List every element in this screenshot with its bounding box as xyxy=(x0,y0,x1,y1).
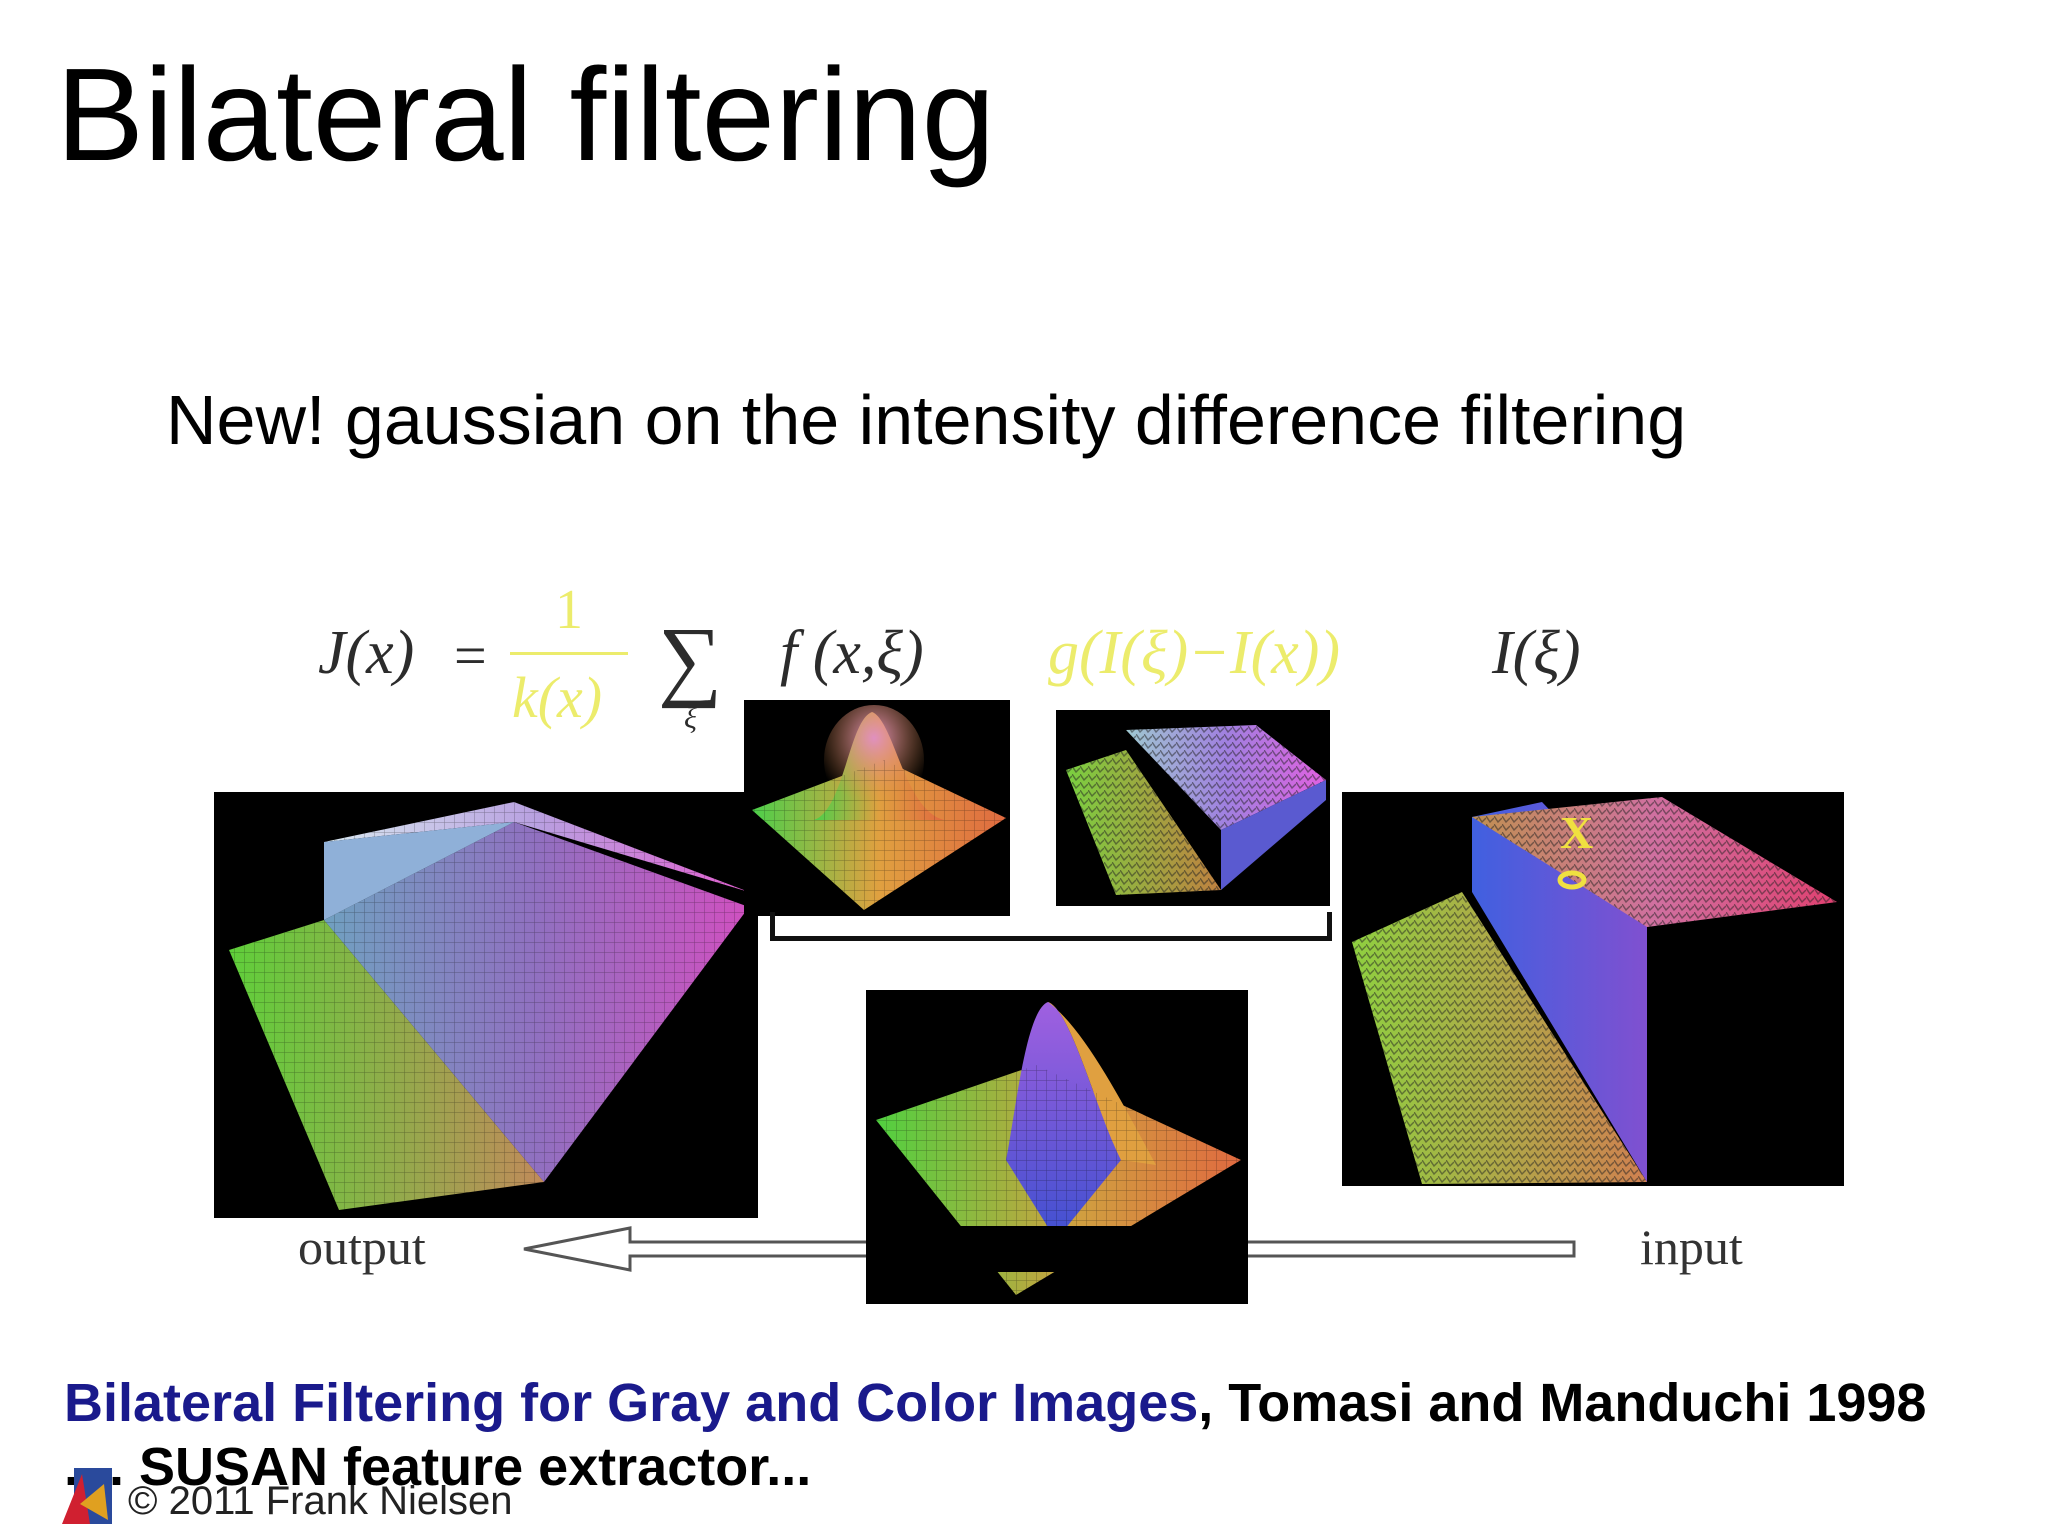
formula-equals: = xyxy=(454,623,487,688)
input-label: input xyxy=(1640,1219,1743,1275)
slide-title: Bilateral filtering xyxy=(56,41,996,188)
susan-line: .... SUSAN feature extractor... xyxy=(64,1437,812,1497)
formula-sum-symbol: ∑ xyxy=(658,610,723,709)
formula-input-term: I(ξ) xyxy=(1492,619,1581,687)
formula-lhs: J(x) xyxy=(318,619,415,687)
spatial-gaussian-plot xyxy=(744,700,1010,916)
range-weight-plot xyxy=(1056,710,1330,906)
formula-numerator: 1 xyxy=(555,579,583,641)
formula-denominator: k(x) xyxy=(512,665,603,730)
slide-subtitle: New! gaussian on the intensity differenc… xyxy=(166,381,1687,459)
formula-fraction-bar xyxy=(510,652,628,655)
copyright: © 2011 Frank Nielsen xyxy=(128,1479,513,1523)
query-point-marker xyxy=(1557,870,1587,890)
kernel-bracket xyxy=(770,912,1332,941)
output-surface-plot xyxy=(214,792,758,1218)
formula-range-term: g(I(ξ)−I(x)) xyxy=(1048,619,1341,687)
bilateral-kernel-plot-overlap xyxy=(866,1226,1248,1272)
input-surface-plot: X xyxy=(1342,792,1844,1186)
formula-spatial-term: f (x,ξ) xyxy=(780,619,924,687)
institution-logo-icon xyxy=(62,1468,112,1524)
reference-title-link[interactable]: Bilateral Filtering for Gray and Color I… xyxy=(64,1373,1199,1433)
reference-line: Bilateral Filtering for Gray and Color I… xyxy=(64,1368,1926,1438)
query-point-label: X xyxy=(1560,807,1593,858)
reference-authors: , Tomasi and Manduchi 1998 xyxy=(1198,1373,1927,1433)
output-label: output xyxy=(298,1219,426,1275)
formula-sum-index: ξ xyxy=(684,702,697,735)
